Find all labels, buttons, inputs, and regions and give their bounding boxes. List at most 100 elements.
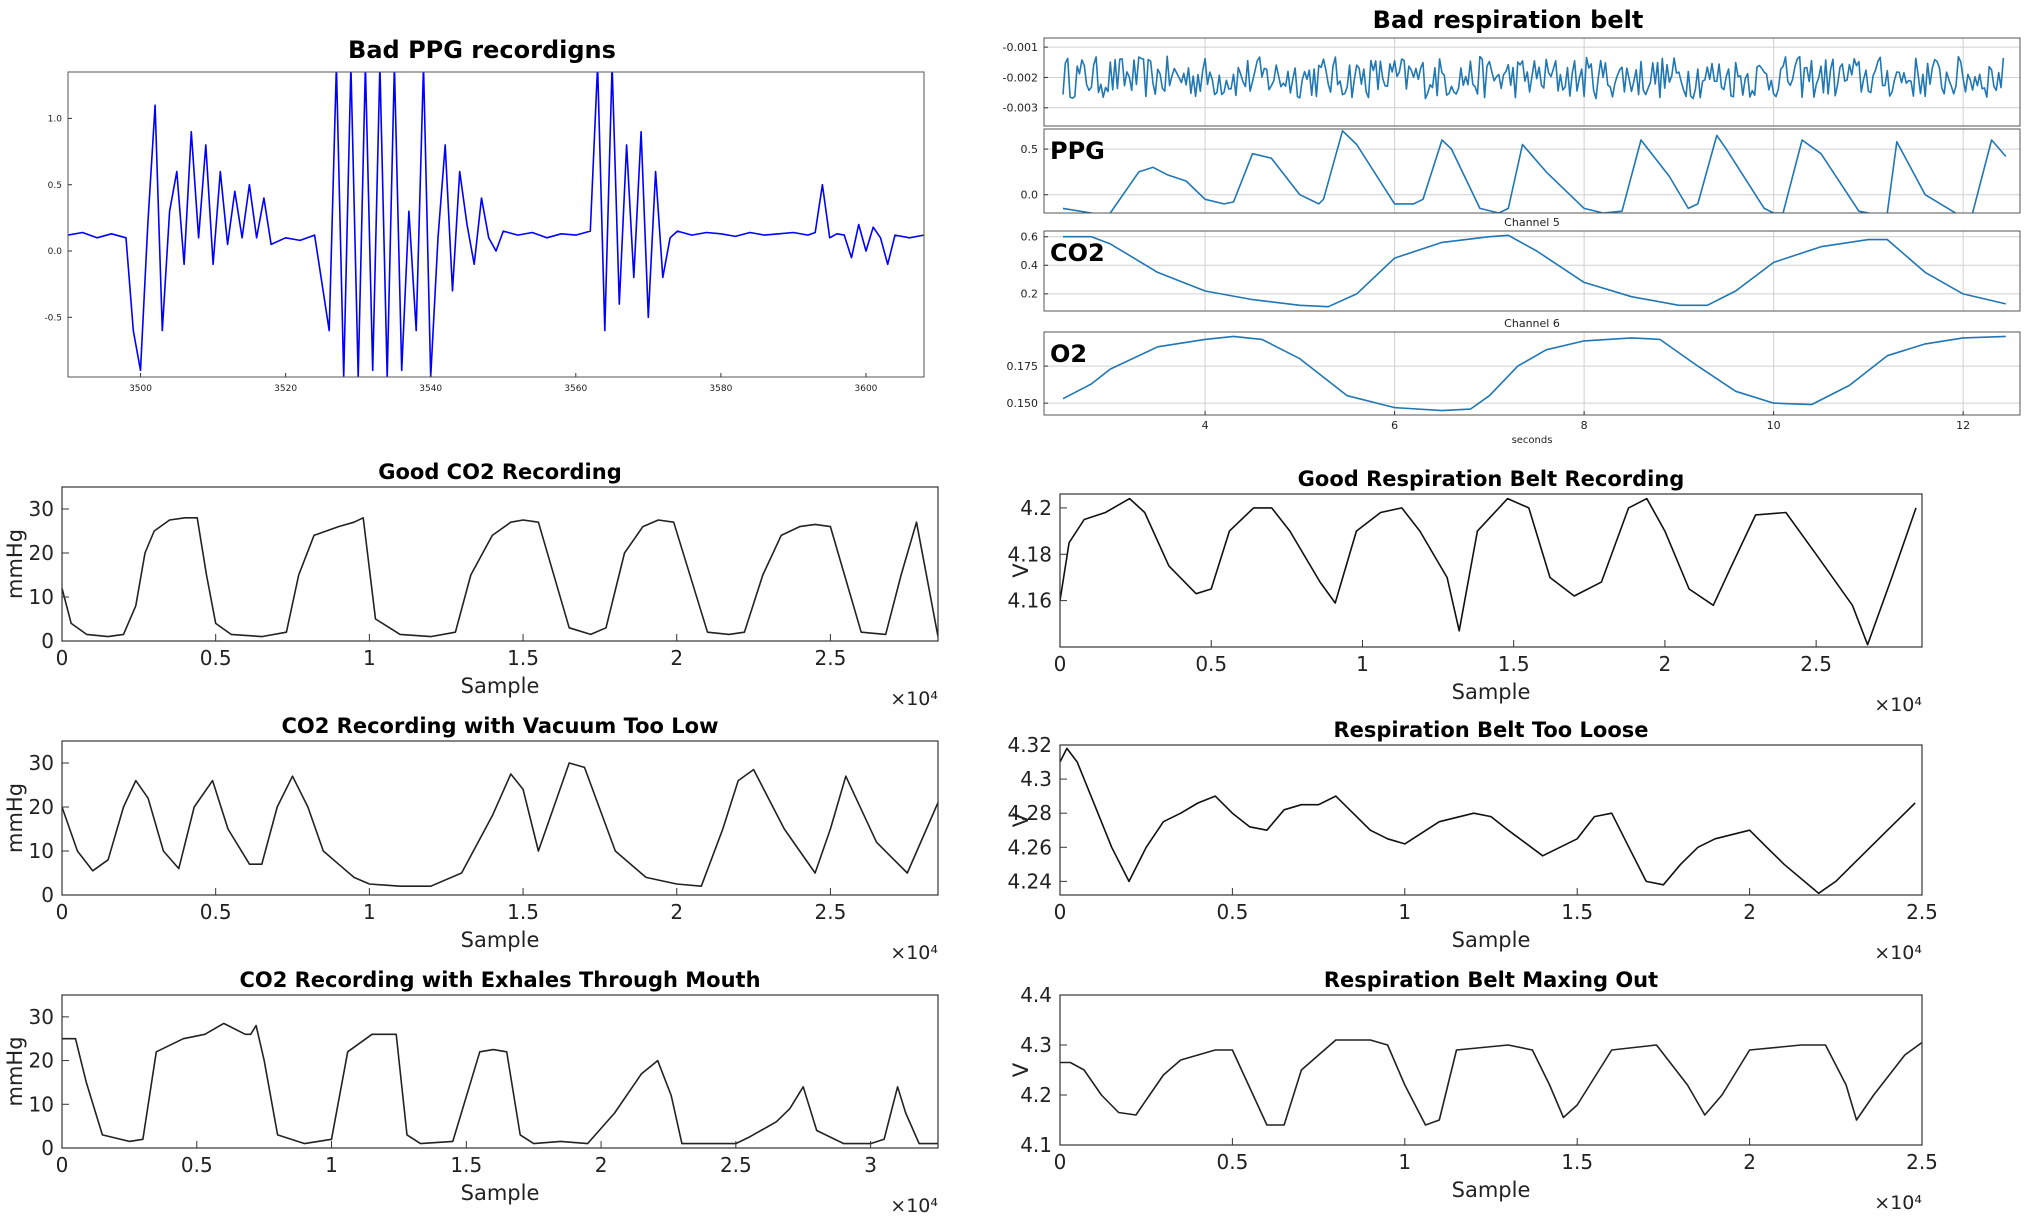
y-tick-label: 20 — [29, 1049, 54, 1073]
series-line — [1062, 335, 2006, 412]
x-axis-label: Sample — [1452, 680, 1531, 704]
y-tick-label: 0.5 — [48, 181, 62, 191]
chart-co2: 0.6 0.4 0.2 Channel 5 CO2 — [1021, 216, 2021, 312]
y-tick-label: 4.18 — [1007, 542, 1052, 566]
axes-frame — [1043, 331, 2021, 416]
y-tick-label: 30 — [29, 497, 54, 521]
y-tick-label: 20 — [29, 795, 54, 819]
y-tick-label: 10 — [29, 1092, 54, 1116]
x-tick-label: 1 — [363, 900, 376, 924]
x-tick-label: 2.5 — [1800, 652, 1832, 676]
y-tick-label: 4.2 — [1020, 496, 1052, 520]
y-tick-label: 0 — [41, 883, 54, 907]
y-tick-label: -0.5 — [44, 313, 62, 323]
chart-title: Respiration Belt Too Loose — [1333, 718, 1648, 742]
y-tick-label: 0.150 — [1007, 397, 1039, 410]
y-tick-label: 4.32 — [1007, 733, 1052, 757]
y-tick-label: -0.001 — [1003, 41, 1038, 54]
x-tick-label: 3580 — [709, 384, 732, 394]
x-tick-label: 2 — [1743, 900, 1756, 924]
x-tick-label: 2.5 — [1906, 900, 1938, 924]
axes-frame — [61, 740, 939, 896]
axes-frame — [1043, 230, 2021, 312]
y-tick-label: 4.3 — [1020, 1033, 1052, 1057]
chart-title: CO2 Recording with Exhales Through Mouth — [239, 968, 760, 992]
y-tick-label: 0.0 — [48, 247, 63, 257]
axes-frame — [61, 994, 939, 1149]
axes-frame — [1059, 994, 1923, 1146]
chart-title: Channel 5 — [1504, 216, 1560, 229]
charts-layer: 3500 3520 3540 3560 3580 3600-0.50.00.51.0-0.… — [3, 37, 2021, 1217]
x-tick-label: 1.5 — [507, 900, 539, 924]
series-line — [1060, 1039, 1922, 1126]
y-tick-label: 30 — [29, 1005, 54, 1029]
x-tick-label: 1.5 — [1561, 900, 1593, 924]
y-tick-label: 4.2 — [1020, 1083, 1052, 1107]
y-tick-label: 0.175 — [1007, 360, 1039, 373]
axes-frame — [61, 486, 939, 642]
y-tick-label: 0.2 — [1021, 288, 1039, 301]
chart-good-co2: 0 0.5 1 1.5 2 2.5 0 10 20 30 Good CO2 Recording Sam… — [3, 460, 939, 710]
y-tick-label: 0.5 — [1021, 143, 1039, 156]
x-tick-label: 2 — [670, 900, 683, 924]
y-tick-label: -0.003 — [1003, 102, 1038, 115]
series-line — [1063, 234, 2006, 308]
y-tick-label: -0.002 — [1003, 71, 1038, 84]
x-tick-label: 2 — [1659, 652, 1672, 676]
x-tick-label: 0 — [1054, 1150, 1067, 1174]
x-scale-note: ×10⁴ — [890, 688, 938, 710]
x-axis-label: Sample — [461, 674, 540, 698]
y-tick-label: 0.0 — [1021, 189, 1039, 202]
x-tick-label: 0 — [56, 1153, 69, 1177]
axes-frame — [1059, 493, 1923, 648]
chart-bad-resp: -0.001 -0.002 -0.003 — [1003, 37, 2021, 127]
x-tick-label: 0.5 — [181, 1153, 213, 1177]
chart-title: Good CO2 Recording — [378, 460, 621, 484]
axes-frame — [1059, 744, 1923, 896]
axes-frame — [67, 71, 925, 378]
x-axis-label: Sample — [461, 1181, 540, 1205]
chart-good-resp: 0 0.5 1 1.5 2 2.5 4.16 4.18 4.2 Good Respiration … — [1007, 467, 1923, 716]
x-axis-label: Sample — [461, 928, 540, 952]
ppg-panel-title: Bad PPG recordigns — [348, 36, 616, 64]
x-tick-label: 0 — [1054, 900, 1067, 924]
x-tick-label: 0 — [56, 900, 69, 924]
x-tick-label: 6 — [1391, 419, 1398, 432]
y-axis-label: V — [1009, 1062, 1033, 1077]
chart-ppg: 0.5 0.0 PPG — [1021, 128, 2021, 214]
y-tick-label: 0 — [41, 629, 54, 653]
x-tick-label: 2.5 — [720, 1153, 752, 1177]
y-axis-label: mmHg — [3, 783, 27, 853]
x-tick-label: 3500 — [129, 384, 152, 394]
x-tick-label: 0 — [56, 646, 69, 670]
x-tick-label: 0.5 — [1195, 652, 1227, 676]
chart-title: Respiration Belt Maxing Out — [1324, 968, 1658, 992]
y-axis-label: mmHg — [3, 529, 27, 599]
x-tick-label: 3600 — [855, 384, 878, 394]
x-scale-note: ×10⁴ — [890, 942, 938, 964]
x-tick-label: 10 — [1767, 419, 1781, 432]
y-tick-label: 4.1 — [1020, 1133, 1052, 1157]
x-tick-label: 1 — [1398, 1150, 1411, 1174]
y-tick-label: 4.3 — [1020, 767, 1052, 791]
x-tick-label: 2 — [670, 646, 683, 670]
x-axis-label: Sample — [1452, 928, 1531, 952]
x-tick-label: 2.5 — [815, 646, 847, 670]
y-tick-label: 4.4 — [1020, 983, 1052, 1007]
y-tick-label: 0 — [41, 1136, 54, 1160]
axes-frame — [1043, 37, 2021, 127]
x-tick-label: 2.5 — [1906, 1150, 1938, 1174]
x-tick-label: 3 — [864, 1153, 877, 1177]
series-line — [62, 517, 938, 638]
x-tick-label: 1.5 — [450, 1153, 482, 1177]
axes-frame — [1043, 128, 2021, 214]
x-tick-label: 1.5 — [1498, 652, 1530, 676]
y-tick-label: 4.16 — [1007, 589, 1052, 613]
series-line — [68, 72, 924, 377]
x-tick-label: 2 — [595, 1153, 608, 1177]
x-tick-label: 8 — [1581, 419, 1588, 432]
chart-title: CO2 Recording with Vacuum Too Low — [282, 714, 719, 738]
y-tick-label: 0.6 — [1021, 231, 1039, 244]
